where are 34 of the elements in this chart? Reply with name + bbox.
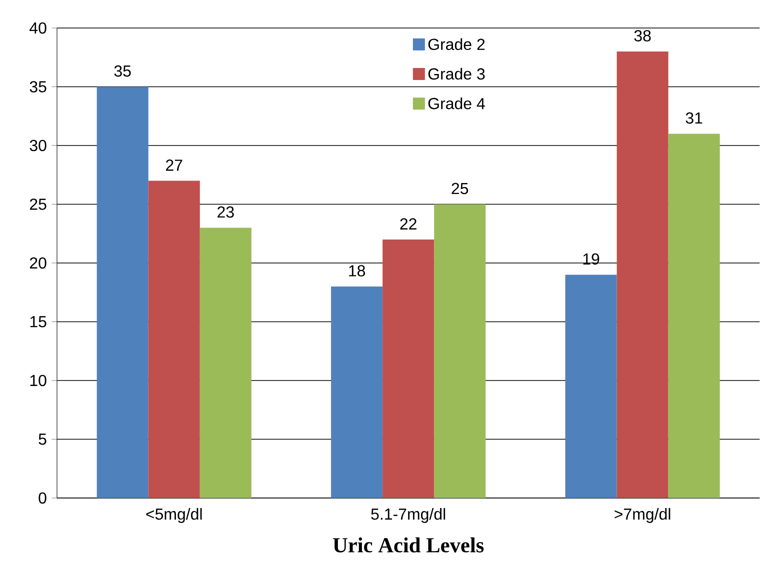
y-tick-label: 0: [38, 492, 46, 504]
bar: [616, 51, 668, 498]
bar: [565, 274, 617, 498]
data-label: 19: [583, 253, 600, 265]
data-label: 31: [686, 112, 702, 124]
data-label: 38: [634, 30, 651, 42]
data-label: 35: [114, 65, 131, 77]
y-tick-label: 15: [30, 316, 46, 328]
y-tick-label: 20: [30, 257, 46, 269]
legend-label: Grade 3: [428, 68, 485, 80]
bar: [331, 286, 383, 498]
y-tick-label: 10: [30, 374, 46, 386]
y-tick-label: 25: [30, 198, 46, 210]
y-tick-label: 40: [30, 22, 46, 34]
x-tick-label: <5mg/dl: [146, 508, 202, 523]
x-tick-label: 5.1-7mg/dl: [371, 508, 446, 523]
data-label: 22: [400, 218, 416, 230]
bar: [382, 239, 434, 498]
y-tick-label: 30: [30, 140, 46, 152]
bar: [668, 134, 720, 498]
data-label: 27: [166, 160, 182, 171]
data-label: 23: [218, 206, 234, 218]
legend-label: Grade 2: [428, 38, 485, 50]
legend-label: Grade 4: [428, 97, 485, 110]
bar: [96, 86, 148, 498]
bar: [200, 228, 252, 498]
data-label: 18: [349, 265, 365, 276]
y-tick-label: 35: [30, 81, 46, 92]
data-label: 25: [452, 182, 468, 194]
x-axis-title: Uric Acid Levels: [333, 537, 484, 552]
bar: [148, 180, 200, 498]
bar: [434, 204, 486, 498]
y-tick-label: 5: [38, 434, 46, 445]
x-tick-label: >7mg/dl: [614, 508, 670, 523]
